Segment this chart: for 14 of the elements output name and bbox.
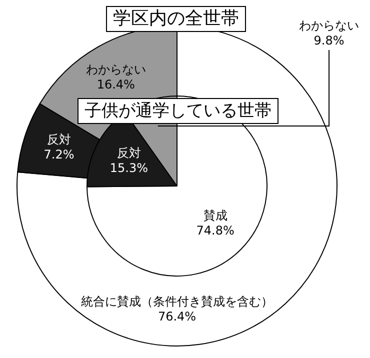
slice-label: 反対 bbox=[47, 132, 72, 146]
slice-label: 統合に賛成（条件付き賛成を含む） bbox=[81, 294, 273, 309]
data-label: 7.2% bbox=[44, 147, 74, 162]
slice-label: わからない bbox=[86, 62, 146, 77]
data-label: 9.8% bbox=[314, 34, 344, 48]
data-label: 74.8% bbox=[196, 224, 234, 238]
slice-label: わからない bbox=[299, 18, 360, 33]
data-label: 16.4% bbox=[96, 78, 135, 92]
data-label: 15.3% bbox=[110, 161, 148, 176]
chart-title: 学区内の全世帯 bbox=[106, 6, 246, 32]
text: 子供が通学している世帯 bbox=[78, 98, 278, 124]
data-label: 76.4% bbox=[158, 310, 196, 324]
slice-label: 賛成 bbox=[203, 208, 228, 223]
slice-label: 反対 bbox=[116, 146, 141, 160]
